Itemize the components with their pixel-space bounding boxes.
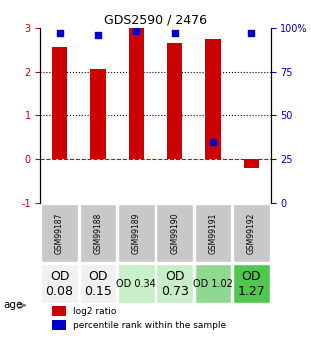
- Text: OD
1.27: OD 1.27: [238, 269, 265, 297]
- FancyBboxPatch shape: [118, 264, 155, 303]
- FancyBboxPatch shape: [80, 205, 116, 262]
- Bar: [205, 39, 221, 159]
- FancyBboxPatch shape: [195, 205, 231, 262]
- Point: [95, 32, 100, 37]
- Bar: [52, 320, 66, 330]
- Text: OD
0.73: OD 0.73: [161, 269, 188, 297]
- Point: [172, 30, 177, 36]
- FancyBboxPatch shape: [41, 205, 78, 262]
- FancyBboxPatch shape: [233, 264, 270, 303]
- Text: GSM99187: GSM99187: [55, 213, 64, 254]
- Bar: [244, 159, 259, 168]
- FancyBboxPatch shape: [41, 264, 78, 303]
- Text: GSM99192: GSM99192: [247, 213, 256, 254]
- FancyBboxPatch shape: [118, 205, 155, 262]
- FancyBboxPatch shape: [233, 205, 270, 262]
- FancyBboxPatch shape: [156, 205, 193, 262]
- Point: [57, 30, 62, 36]
- Text: percentile rank within the sample: percentile rank within the sample: [73, 321, 226, 329]
- Point: [249, 30, 254, 36]
- Text: OD
0.08: OD 0.08: [46, 269, 74, 297]
- Bar: [129, 28, 144, 159]
- Title: GDS2590 / 2476: GDS2590 / 2476: [104, 13, 207, 27]
- Bar: [90, 69, 106, 159]
- Point: [211, 139, 216, 145]
- Text: OD
0.15: OD 0.15: [84, 269, 112, 297]
- Text: GSM99191: GSM99191: [209, 213, 217, 254]
- FancyBboxPatch shape: [195, 264, 231, 303]
- FancyBboxPatch shape: [80, 264, 116, 303]
- Bar: [52, 47, 67, 159]
- Text: OD 1.02: OD 1.02: [193, 278, 233, 288]
- Text: GSM99189: GSM99189: [132, 213, 141, 254]
- Text: GSM99190: GSM99190: [170, 213, 179, 254]
- FancyBboxPatch shape: [156, 264, 193, 303]
- Text: age: age: [3, 300, 22, 310]
- Text: log2 ratio: log2 ratio: [73, 307, 116, 316]
- Point: [134, 28, 139, 34]
- Text: OD 0.34: OD 0.34: [116, 278, 156, 288]
- Bar: [52, 306, 66, 316]
- Bar: [167, 43, 182, 159]
- Text: GSM99188: GSM99188: [94, 213, 102, 254]
